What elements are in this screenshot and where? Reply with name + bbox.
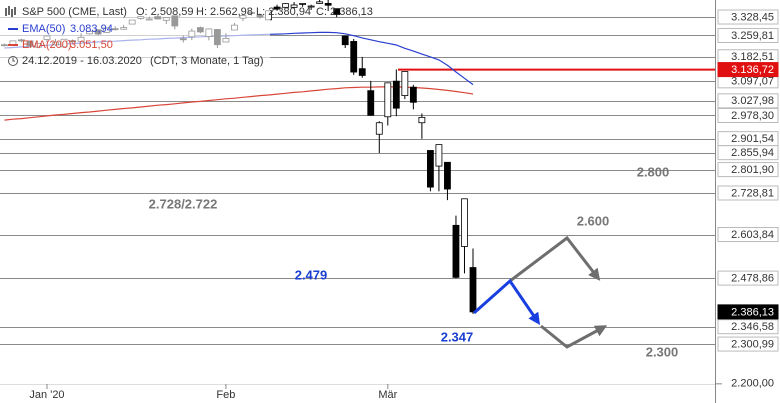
annotations: 2.800 2.600 2.728/2.722 2.479 2.347 2.300 — [149, 164, 679, 359]
legend-bg — [0, 0, 270, 68]
candle-body — [358, 68, 366, 76]
candle-body — [461, 198, 468, 247]
candle-body — [426, 150, 434, 188]
price-label-box — [717, 336, 779, 352]
price-label-box — [717, 9, 779, 25]
candle-body — [282, 3, 289, 8]
price-label-box — [717, 304, 779, 320]
candle-body — [273, 6, 281, 10]
price-label-box — [717, 227, 779, 243]
legend-value: H: 2.562,98 — [196, 6, 253, 18]
price-label: 3.027,98 — [731, 95, 774, 107]
candle-icon — [5, 6, 16, 17]
price-label: 2.801,90 — [731, 164, 774, 176]
price-label: 3.259,81 — [731, 30, 774, 42]
clock-hand — [12, 58, 15, 62]
candle-body — [392, 80, 400, 109]
price-label: 2.978,30 — [731, 110, 774, 122]
legend-title: S&P 500 (CME, Last) — [22, 6, 127, 18]
candle-body — [341, 35, 349, 46]
price-label: 2.728,81 — [731, 187, 774, 199]
y-axis: 2.200,00 3.328,45 3.259,81 3.182,51 3.097,07… — [716, 9, 779, 390]
annotation: 2.347 — [441, 329, 474, 344]
legend-value: 3.051,50 — [70, 39, 113, 51]
price-label-box — [717, 27, 779, 43]
annotation: 2.479 — [295, 267, 328, 282]
legend-value: L: 2.380,94 — [256, 6, 311, 18]
candle-body — [435, 144, 443, 167]
price-label-box — [717, 62, 779, 78]
price-label: 2.603,84 — [731, 229, 774, 241]
arrow — [473, 278, 541, 325]
scenario-arrows — [473, 235, 608, 349]
legend-value: O: 2.508,59 — [136, 6, 194, 18]
price-label-box — [717, 145, 779, 161]
annotation: 2.600 — [577, 213, 610, 228]
candle-body — [324, 3, 332, 6]
candle-body — [299, 3, 307, 5]
x-tick-label: Jan '20 — [29, 389, 64, 401]
legend-value: 3.083,94 — [70, 23, 113, 35]
candle-body — [316, 1, 324, 4]
annotation: 2.300 — [646, 344, 679, 359]
candle-body — [375, 122, 383, 135]
legend-entry: EMA(200) — [22, 39, 72, 51]
candle-body — [384, 82, 392, 118]
price-label-box — [717, 185, 779, 201]
candle-body — [444, 161, 451, 190]
price-label: 2.901,54 — [731, 133, 774, 145]
price-label-box — [717, 93, 779, 109]
period-note: (CDT, 3 Monate, 1 Tag) — [150, 55, 264, 67]
price-label: 2.346,58 — [731, 321, 774, 333]
y-tick-label: 2.200,00 — [731, 378, 774, 390]
candle-body — [418, 116, 426, 124]
annotation: 2.800 — [637, 164, 670, 179]
x-tick-label: Feb — [216, 389, 235, 401]
legend-entry: EMA(50) — [22, 23, 65, 35]
candle-body — [350, 41, 358, 73]
price-label: 2.855,94 — [731, 147, 774, 159]
candle-body — [469, 267, 477, 313]
legend-value: C: 2.386,13 — [316, 6, 373, 18]
price-label-box — [717, 270, 779, 286]
price-label-box — [717, 162, 779, 178]
price-label-box — [717, 107, 779, 123]
candle-body — [333, 8, 341, 15]
candle-body — [367, 90, 375, 116]
x-axis: Jan '20 Feb Mär — [29, 384, 398, 401]
price-label: 3.097,07 — [731, 75, 774, 87]
candle-body — [409, 86, 417, 103]
price-label: 3.328,45 — [731, 11, 774, 23]
period: 24.12.2019 - 16.03.2020 — [22, 55, 142, 67]
price-label: 2.386,13 — [731, 306, 774, 318]
price-label-box — [717, 319, 779, 335]
annotation: 2.728/2.722 — [149, 196, 218, 211]
candle-body — [401, 71, 409, 96]
legend: S&P 500 (CME, Last) O: 2.508,59 H: 2.562… — [0, 0, 373, 68]
price-label: 3.182,51 — [731, 51, 774, 63]
price-label: 3.136,72 — [731, 64, 774, 76]
candle-body — [452, 224, 460, 278]
arrow — [540, 324, 608, 349]
price-label: 2.478,86 — [731, 273, 774, 285]
candle-body — [290, 4, 298, 8]
price-label: 2.300,99 — [731, 338, 774, 350]
arrow — [509, 235, 601, 283]
clock-icon — [8, 56, 18, 66]
candle-body — [307, 5, 315, 8]
x-tick-label: Mär — [378, 389, 397, 401]
